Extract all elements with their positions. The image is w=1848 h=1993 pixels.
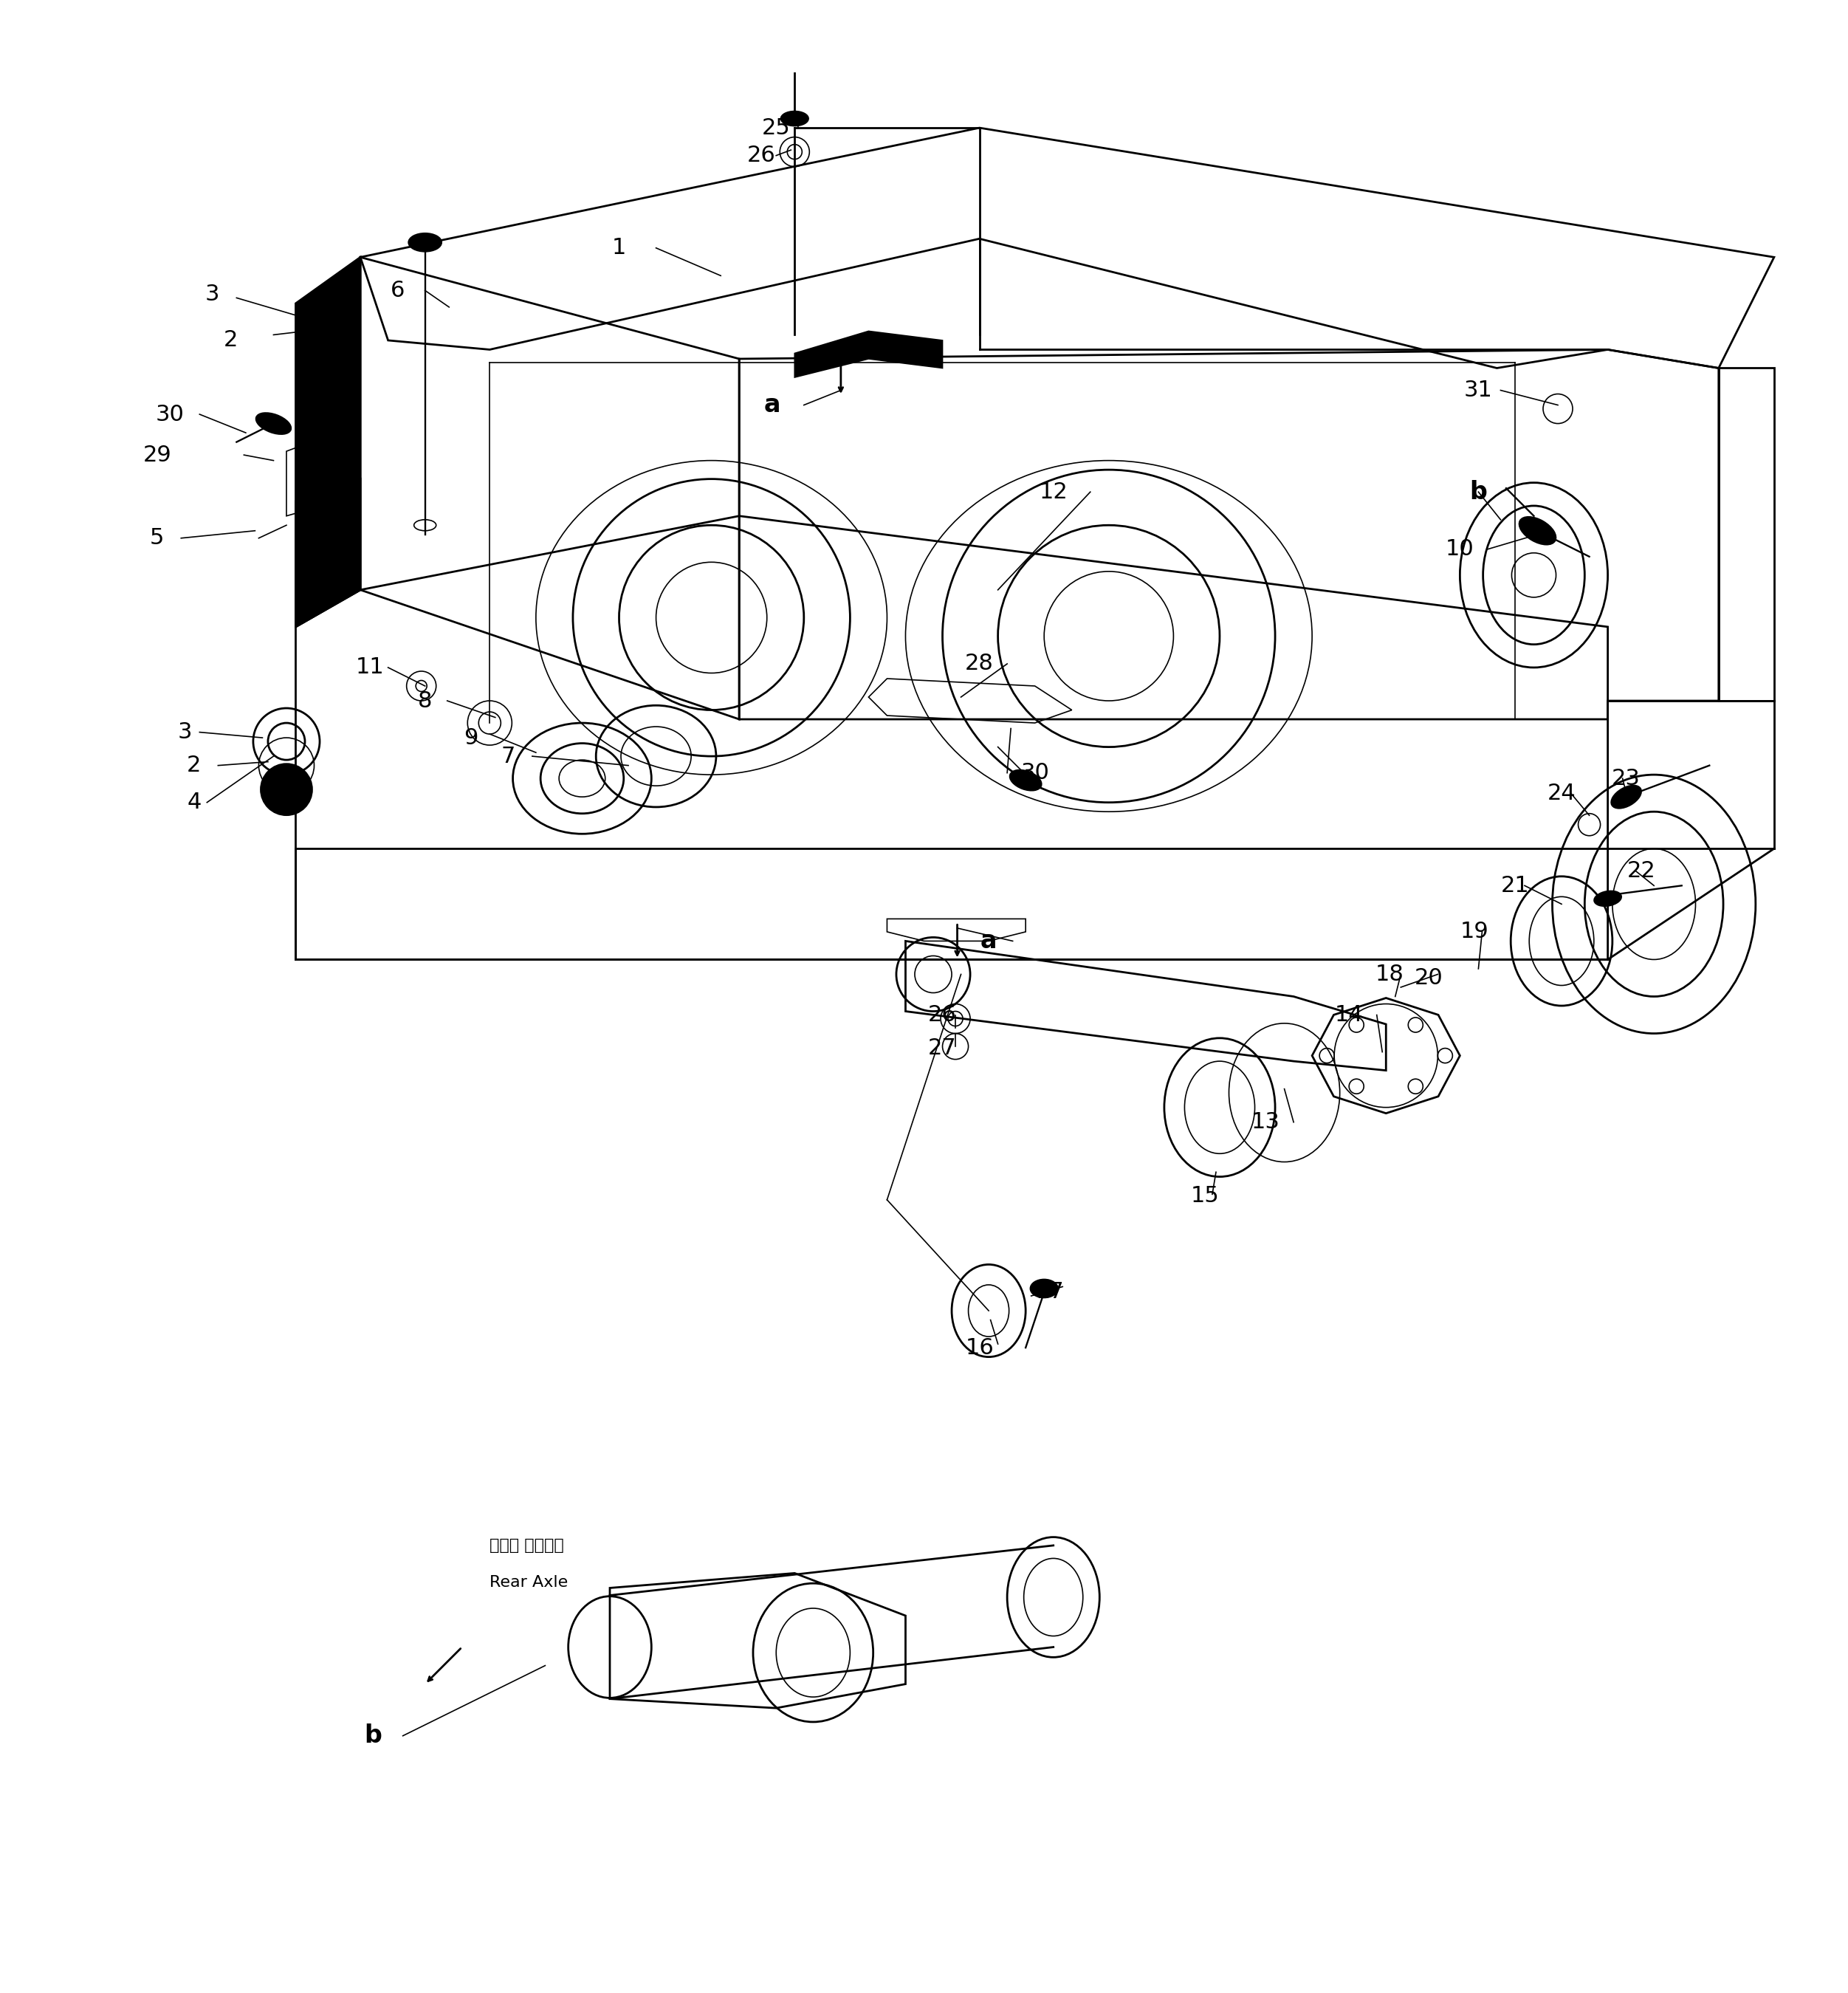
Ellipse shape [780, 112, 808, 126]
Text: 28: 28 [965, 654, 994, 674]
Text: 16: 16 [965, 1337, 994, 1359]
Text: Rear Axle: Rear Axle [490, 1574, 567, 1590]
Text: 27: 27 [928, 1038, 957, 1058]
Text: 15: 15 [1190, 1186, 1220, 1208]
Ellipse shape [1009, 769, 1042, 791]
Ellipse shape [1029, 1280, 1057, 1297]
Text: 11: 11 [355, 658, 384, 678]
Text: 9: 9 [464, 727, 479, 749]
Text: b: b [1469, 480, 1488, 504]
Text: 19: 19 [1460, 921, 1489, 943]
Text: 2: 2 [224, 329, 238, 351]
Text: 3: 3 [177, 721, 192, 743]
Text: 5: 5 [150, 528, 164, 548]
Text: 30: 30 [1020, 761, 1050, 783]
Text: 4: 4 [187, 791, 201, 813]
Text: 2: 2 [187, 755, 201, 775]
Text: 22: 22 [1626, 861, 1656, 881]
Text: 30: 30 [155, 405, 185, 425]
Text: 1: 1 [612, 237, 626, 259]
Text: 20: 20 [1414, 967, 1443, 989]
Text: リヤー アクスル: リヤー アクスル [490, 1539, 564, 1553]
Ellipse shape [1595, 891, 1621, 907]
Text: 18: 18 [1375, 963, 1404, 985]
Text: 23: 23 [1611, 767, 1641, 789]
Text: 24: 24 [1547, 783, 1576, 803]
Text: 26: 26 [928, 1004, 957, 1026]
Text: 8: 8 [418, 690, 432, 712]
Ellipse shape [408, 233, 442, 251]
Text: a: a [765, 393, 780, 417]
Text: 14: 14 [1334, 1004, 1364, 1026]
Polygon shape [296, 257, 360, 628]
Text: 7: 7 [501, 745, 516, 767]
Ellipse shape [255, 413, 292, 434]
Text: 17: 17 [1035, 1281, 1064, 1303]
Text: 31: 31 [1464, 379, 1493, 401]
Text: 6: 6 [390, 279, 405, 301]
Circle shape [261, 763, 312, 815]
Text: 3: 3 [205, 283, 220, 305]
Text: 25: 25 [761, 118, 791, 140]
Text: 10: 10 [1445, 538, 1475, 560]
Text: a: a [981, 929, 996, 953]
Text: 21: 21 [1501, 875, 1530, 897]
Ellipse shape [1519, 516, 1556, 544]
Text: 29: 29 [142, 444, 172, 466]
Text: b: b [364, 1724, 383, 1748]
Ellipse shape [1611, 785, 1641, 809]
Polygon shape [795, 331, 942, 377]
Text: 12: 12 [1039, 480, 1068, 502]
Text: 13: 13 [1251, 1112, 1281, 1132]
Text: 26: 26 [747, 145, 776, 165]
